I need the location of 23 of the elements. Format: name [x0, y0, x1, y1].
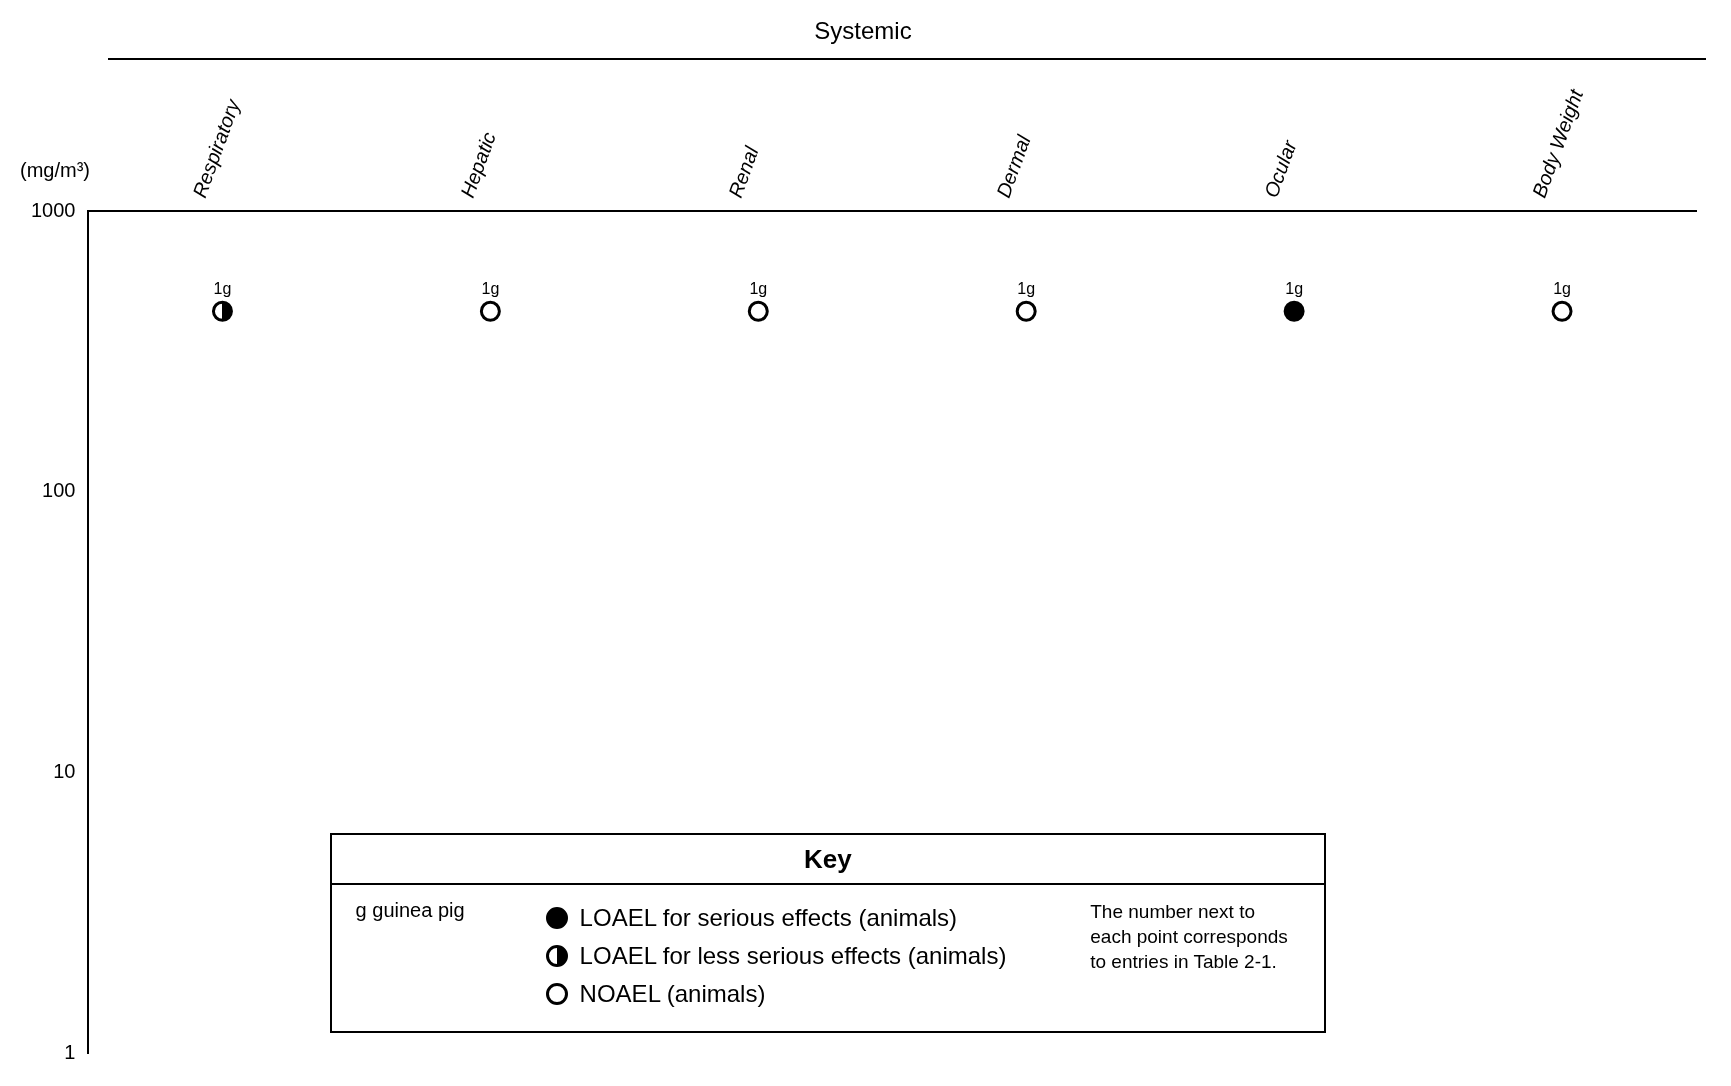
annotation: 1g — [749, 279, 768, 297]
x-tick-label: Renal — [724, 143, 763, 201]
annotation: 1g — [481, 279, 500, 297]
y-tick-label: 10 — [53, 759, 76, 782]
y-tick-label: 1 — [64, 1040, 76, 1063]
x-tick-label: Dermal — [991, 131, 1035, 201]
legend-label: LOAEL for serious effects (animals) — [578, 903, 959, 933]
y-tick-label: 100 — [42, 479, 76, 502]
legend-title: Key — [803, 842, 853, 876]
y-axis-title: (mg/m³) — [20, 158, 90, 181]
x-tick-label: Hepatic — [456, 129, 500, 201]
x-tick-label: Ocular — [1259, 136, 1302, 201]
y-tick-label: 1000 — [30, 198, 76, 221]
annotation: The number next to each point corresponds to entries in Table 2-1. — [1090, 900, 1289, 974]
annotation: 1g — [1553, 279, 1571, 297]
annotation: g guinea pig — [355, 899, 466, 923]
chart-title: Systemic — [814, 17, 912, 45]
legend-label: LOAEL for less serious effects (animals) — [578, 941, 1008, 971]
annotation: 1g — [1017, 279, 1036, 297]
legend-label: NOAEL (animals) — [578, 979, 767, 1009]
annotation: 1g — [1285, 279, 1304, 297]
x-tick-label: Body Weight — [1527, 85, 1588, 201]
annotation: 1g — [213, 279, 232, 297]
